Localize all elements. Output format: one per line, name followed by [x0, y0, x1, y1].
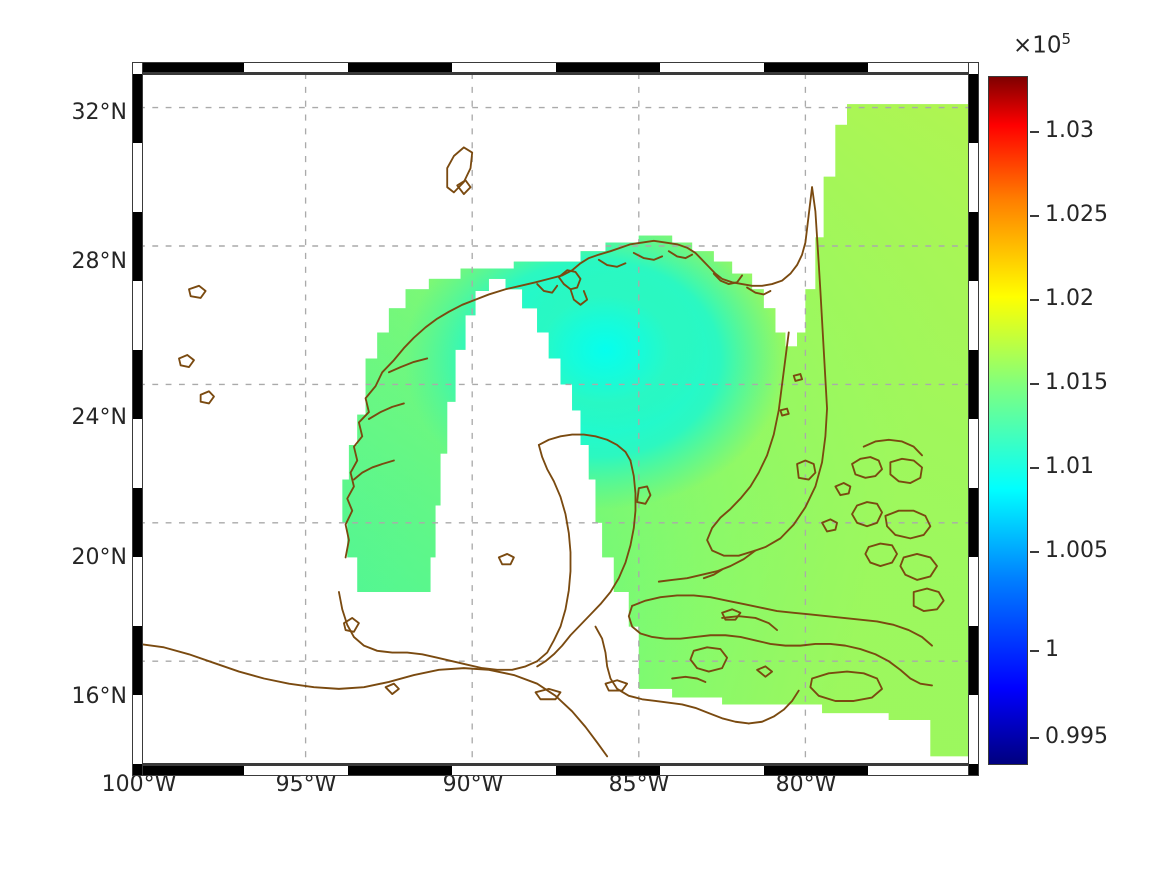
colorbar-tick-1.025: [1030, 215, 1039, 217]
x-tick-label-85w: 85°W: [608, 772, 670, 797]
colorbar-label-1.025: 1.025: [1045, 202, 1108, 227]
colorbar-label-1: 1: [1045, 637, 1059, 662]
colorbar-tick-1.03: [1030, 131, 1039, 133]
colorbar-tick-1.02: [1030, 299, 1039, 301]
y-tick-label-28n: 28°N: [71, 249, 127, 274]
colorbar-offset-mantissa: ×10: [1013, 32, 1062, 59]
colorbar-tick-0.995: [1030, 737, 1039, 739]
map-border-bottom: [132, 765, 979, 776]
colorbar-tick-1: [1030, 650, 1039, 652]
colorbar-offset-exponent: 5: [1061, 30, 1072, 48]
colorbar-label-1.03: 1.03: [1045, 118, 1094, 143]
map-canvas[interactable]: [139, 73, 972, 765]
y-tick-label-20n: 20°N: [71, 545, 127, 570]
map-border-top: [132, 62, 979, 73]
map-gridlines: [139, 73, 972, 765]
colorbar-label-1.005: 1.005: [1045, 538, 1108, 563]
map-border-left: [132, 62, 143, 776]
colorbar-tick-1.005: [1030, 551, 1039, 553]
x-tick-label-95w: 95°W: [275, 772, 337, 797]
map-axes[interactable]: [139, 73, 972, 765]
coastlines: [139, 146, 945, 758]
colorbar-label-1.015: 1.015: [1045, 370, 1108, 395]
colorbar-tick-1.01: [1030, 467, 1039, 469]
map-svg: [139, 73, 972, 765]
colorbar-label-1.01: 1.01: [1045, 454, 1094, 479]
x-tick-label-90w: 90°W: [442, 772, 504, 797]
y-tick-label-32n: 32°N: [71, 100, 127, 125]
x-tick-label-100w: 100°W: [101, 772, 177, 797]
map-frame-top: [139, 73, 972, 75]
x-tick-label-80w: 80°W: [775, 772, 837, 797]
y-tick-label-24n: 24°N: [71, 405, 127, 430]
colorbar-label-0.995: 0.995: [1045, 724, 1108, 749]
map-border-right: [968, 62, 979, 776]
colorbar-tick-1.015: [1030, 383, 1039, 385]
colorbar-offset-text: ×105: [1013, 30, 1071, 59]
colorbar[interactable]: [988, 76, 1028, 765]
colorbar-label-1.02: 1.02: [1045, 286, 1094, 311]
y-tick-label-16n: 16°N: [71, 684, 127, 709]
map-frame-bottom: [139, 763, 972, 765]
